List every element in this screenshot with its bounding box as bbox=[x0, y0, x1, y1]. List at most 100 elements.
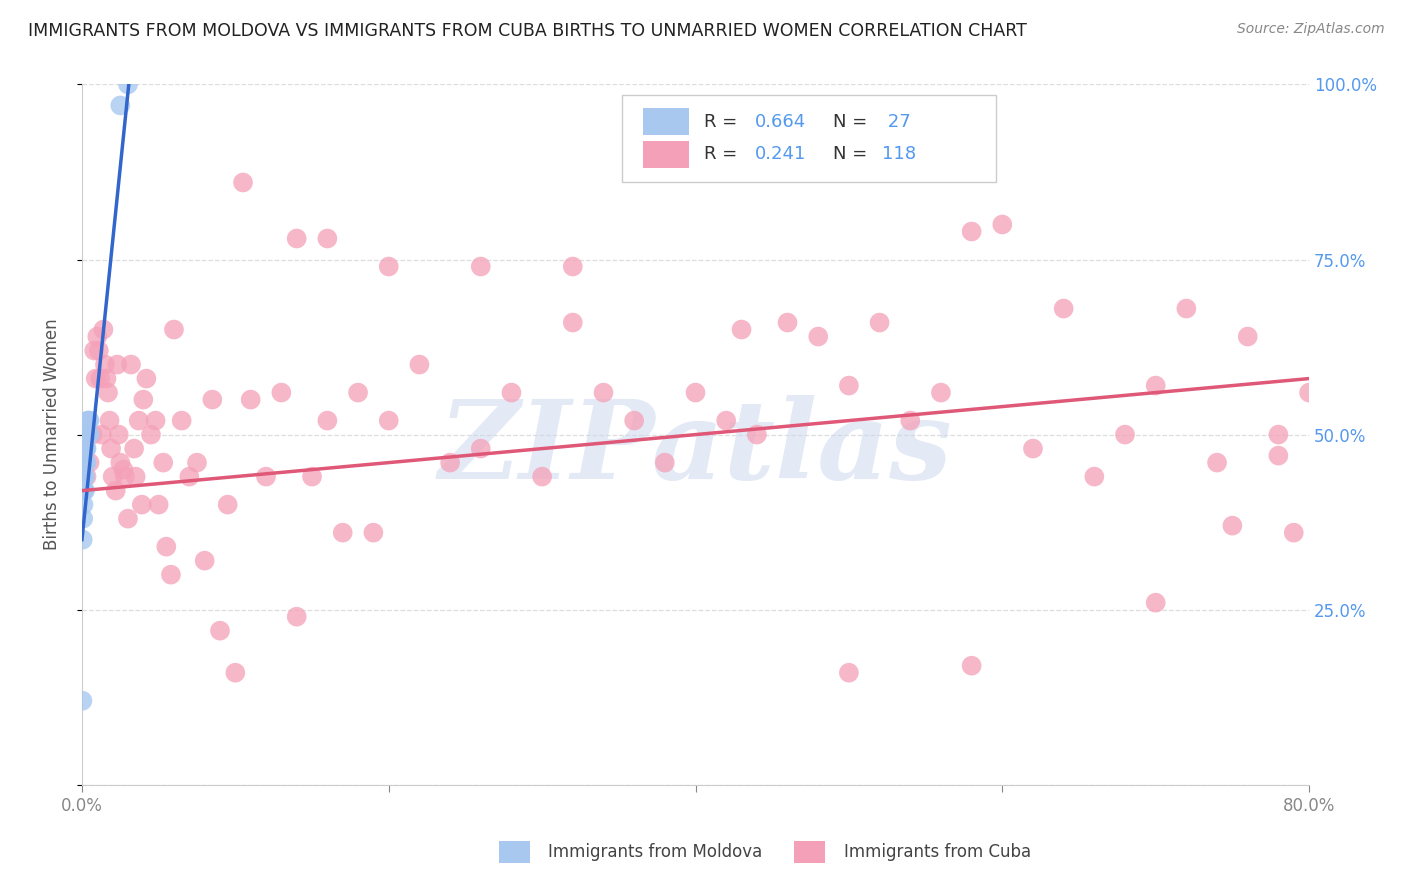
Point bbox=[377, 414, 399, 428]
Point bbox=[838, 665, 860, 680]
Point bbox=[301, 469, 323, 483]
Point bbox=[75, 442, 97, 456]
Text: ZIPatlas: ZIPatlas bbox=[439, 395, 952, 502]
Point bbox=[79, 456, 101, 470]
Point bbox=[960, 225, 983, 239]
Point bbox=[869, 316, 891, 330]
Point bbox=[76, 456, 98, 470]
Point bbox=[73, 483, 96, 498]
Point bbox=[97, 385, 120, 400]
Point bbox=[408, 358, 430, 372]
Point bbox=[107, 427, 129, 442]
Point bbox=[239, 392, 262, 407]
Point bbox=[72, 694, 94, 708]
Point bbox=[79, 414, 101, 428]
Point bbox=[160, 567, 183, 582]
Point bbox=[316, 414, 339, 428]
Point bbox=[1053, 301, 1076, 316]
Point bbox=[104, 483, 127, 498]
Text: Immigrants from Cuba: Immigrants from Cuba bbox=[844, 843, 1031, 861]
Point bbox=[1175, 301, 1198, 316]
Point bbox=[117, 511, 139, 525]
Text: 0.664: 0.664 bbox=[755, 112, 806, 130]
Point bbox=[100, 442, 122, 456]
Point bbox=[72, 498, 94, 512]
Text: Source: ZipAtlas.com: Source: ZipAtlas.com bbox=[1237, 22, 1385, 37]
Point bbox=[501, 385, 523, 400]
Point bbox=[96, 371, 118, 385]
Point bbox=[120, 358, 142, 372]
Point bbox=[232, 176, 254, 190]
Point bbox=[991, 218, 1014, 232]
Point bbox=[73, 469, 96, 483]
Point bbox=[1267, 427, 1289, 442]
Point bbox=[1206, 456, 1229, 470]
Point bbox=[1083, 469, 1105, 483]
Point bbox=[114, 469, 136, 483]
Point bbox=[72, 511, 94, 525]
Text: N =: N = bbox=[832, 112, 873, 130]
Text: N =: N = bbox=[832, 145, 873, 163]
Point bbox=[363, 525, 385, 540]
Text: 0.241: 0.241 bbox=[755, 145, 806, 163]
Point bbox=[145, 414, 167, 428]
Point bbox=[929, 385, 952, 400]
Point bbox=[73, 483, 96, 498]
Point bbox=[76, 442, 98, 456]
Point bbox=[86, 329, 108, 343]
Point bbox=[73, 456, 96, 470]
Point bbox=[316, 231, 339, 245]
Point bbox=[83, 343, 105, 358]
Point bbox=[72, 483, 94, 498]
Point bbox=[285, 231, 308, 245]
Point bbox=[730, 322, 752, 336]
Point bbox=[270, 385, 292, 400]
Point bbox=[960, 658, 983, 673]
Point bbox=[72, 533, 94, 547]
Point bbox=[201, 392, 224, 407]
Point bbox=[439, 456, 461, 470]
Point bbox=[807, 329, 830, 343]
Text: R =: R = bbox=[704, 145, 744, 163]
Point bbox=[90, 427, 112, 442]
Point bbox=[623, 414, 645, 428]
Point bbox=[94, 358, 117, 372]
Point bbox=[110, 456, 132, 470]
Text: 118: 118 bbox=[882, 145, 917, 163]
Point bbox=[93, 322, 115, 336]
Point bbox=[77, 427, 100, 442]
Point bbox=[254, 469, 277, 483]
Point bbox=[685, 385, 707, 400]
Point bbox=[75, 456, 97, 470]
Point bbox=[776, 316, 799, 330]
Point bbox=[98, 414, 121, 428]
Point bbox=[561, 316, 583, 330]
Point bbox=[224, 665, 246, 680]
Point bbox=[163, 322, 186, 336]
Point bbox=[84, 371, 107, 385]
Point bbox=[77, 414, 100, 428]
Point bbox=[170, 414, 193, 428]
Point bbox=[470, 442, 492, 456]
Point bbox=[1298, 385, 1320, 400]
Point bbox=[101, 469, 124, 483]
Point bbox=[110, 98, 132, 112]
FancyBboxPatch shape bbox=[643, 108, 689, 135]
Point bbox=[1144, 378, 1167, 392]
Text: IMMIGRANTS FROM MOLDOVA VS IMMIGRANTS FROM CUBA BIRTHS TO UNMARRIED WOMEN CORREL: IMMIGRANTS FROM MOLDOVA VS IMMIGRANTS FR… bbox=[28, 22, 1026, 40]
Point bbox=[714, 414, 737, 428]
Point bbox=[132, 392, 155, 407]
Point bbox=[1114, 427, 1136, 442]
Point bbox=[1282, 525, 1305, 540]
Point bbox=[76, 427, 98, 442]
Text: Immigrants from Moldova: Immigrants from Moldova bbox=[548, 843, 762, 861]
Point bbox=[531, 469, 554, 483]
Point bbox=[155, 540, 177, 554]
FancyBboxPatch shape bbox=[621, 95, 997, 183]
Point bbox=[73, 469, 96, 483]
Point bbox=[112, 462, 135, 476]
Point bbox=[75, 442, 97, 456]
Y-axis label: Births to Unmarried Women: Births to Unmarried Women bbox=[44, 318, 60, 550]
Point bbox=[186, 456, 208, 470]
Point bbox=[1267, 449, 1289, 463]
